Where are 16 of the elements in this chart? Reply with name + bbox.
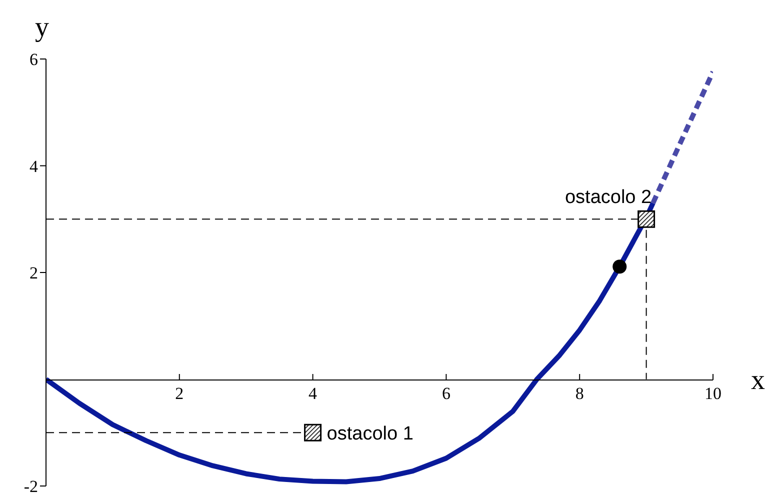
x-tick-label: 4 xyxy=(308,384,318,403)
annotation: ostacolo 1 xyxy=(326,423,414,444)
y-tick-label: 4 xyxy=(30,156,38,176)
x-tick-label: 10 xyxy=(704,384,722,403)
x-axis-title: x xyxy=(751,365,765,396)
y-tick-label: 2 xyxy=(30,264,38,283)
x-tick-label: 8 xyxy=(575,384,584,403)
point xyxy=(612,260,627,274)
y-axis-title: y xyxy=(35,12,49,43)
annotation: ostacolo 2 xyxy=(564,187,652,208)
point xyxy=(304,424,322,442)
x-tick-label: 2 xyxy=(175,384,184,403)
y-tick-label: 6 xyxy=(30,50,38,70)
y-tick-label: -2 xyxy=(24,477,38,496)
x-tick-label: 6 xyxy=(442,384,450,403)
point xyxy=(638,210,656,228)
